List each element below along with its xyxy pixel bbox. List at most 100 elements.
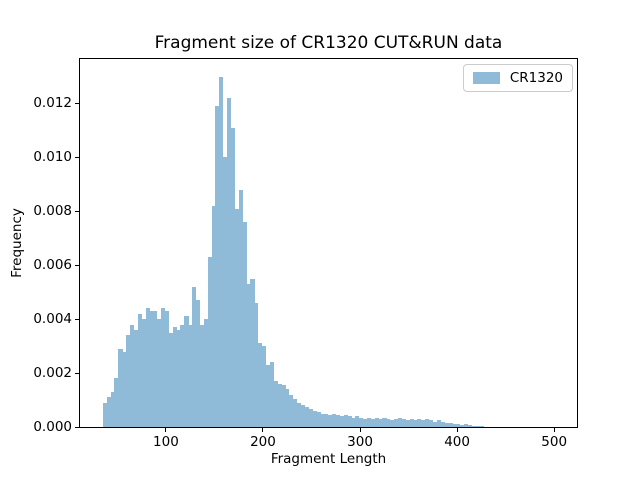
y-tick-label: 0.008 [33,203,72,220]
histogram-bar [413,420,418,427]
x-tick-label: 100 [153,434,179,450]
histogram-bar [172,327,177,427]
histogram-bar [432,421,438,427]
legend-label: CR1320 [509,70,563,86]
histogram-bar [110,391,115,427]
histogram-bar [471,425,476,427]
x-tick-mark [553,428,555,432]
histogram-bar [157,319,162,427]
histogram-bar [331,413,337,427]
plot-area: 100 200 300 400 500 0.000 0.002 0.004 0.006 0.00… [33,58,578,450]
y-tick-label: 0.002 [33,365,72,382]
x-tick-label: 300 [347,434,373,450]
histogram-bar [254,303,259,427]
histogram-bar [106,397,111,427]
histogram-bar [265,365,271,427]
y-axis-label: Frequency [9,208,25,278]
histogram-bar [141,319,146,427]
histogram-bar [199,324,205,427]
y-tick-mark [75,156,79,158]
histogram-bar [347,416,352,427]
histogram-bar [378,418,383,427]
histogram-bar [355,416,360,427]
histogram-bar [184,316,189,427]
histogram-bar [145,308,150,427]
histogram-bar [277,383,282,427]
histogram-bar [397,417,403,427]
histogram-bar [475,425,480,427]
x-axis-label: Fragment Length [270,451,387,467]
histogram-bar [215,106,220,427]
histogram-bar [304,406,309,427]
histogram-bar [262,346,267,427]
histogram-bar [300,405,305,427]
histogram-bar [122,351,127,427]
histogram-bar [440,421,445,427]
histogram-bar [463,424,469,427]
histogram-bar [126,335,131,427]
histogram-bar [180,324,185,427]
histogram-bar [188,324,193,427]
histogram-bar [448,422,453,427]
histogram-bar [118,348,123,427]
histogram-bar [227,98,232,427]
histogram-bar [137,313,142,427]
histogram-bar [320,413,325,427]
histogram-bar [102,402,107,427]
histogram-bar [386,418,391,427]
histogram-bar [133,329,139,427]
histogram-bar [258,343,263,427]
x-tick-mark [262,428,264,432]
histogram-bar [168,332,173,427]
histogram-bar [405,420,410,427]
histogram-bar [149,311,154,427]
histogram-bar [456,424,461,427]
histogram-bar [161,308,166,427]
histogram-bar [428,420,434,427]
histogram-bar [273,381,278,427]
histogram-bar [324,413,329,427]
y-tick-mark [75,102,79,104]
chart-title: Fragment size of CR1320 CUT&RUN data [154,33,503,53]
x-tick-label: 200 [250,434,276,450]
histogram-bar [289,394,294,427]
histogram-bar [460,424,465,427]
histogram-bar [359,417,364,427]
histogram-bar [296,402,302,427]
histogram-bar [467,425,472,427]
histogram-bar [153,311,158,427]
histogram-bar [281,385,286,427]
histogram-bar [362,418,368,427]
histogram-bar [417,418,422,427]
histogram-bar [370,418,375,427]
histogram-bar [129,324,135,427]
x-tick-mark [456,428,458,432]
y-tick-label: 0.000 [33,419,72,435]
histogram-bar [195,300,201,427]
histogram-bar [335,414,340,427]
histogram-bar [351,417,356,427]
histogram-bar [203,319,208,427]
histogram-bar [192,286,197,427]
y-tick-mark [75,318,79,320]
histogram-bar [366,417,371,427]
histogram-bar [285,389,290,427]
histogram-bar [211,205,216,427]
histogram-bar [374,417,379,427]
histogram-bar [436,420,441,427]
legend-swatch-icon [472,72,500,84]
histogram-bar [316,412,321,427]
histogram-bar [207,257,212,427]
histogram-bar [444,422,449,427]
y-tick-mark [75,210,79,212]
histogram-bar [234,208,239,427]
y-tick-mark [75,264,79,266]
histogram-bar [269,362,274,427]
histogram-bar [242,222,247,427]
histogram-bar [238,189,243,427]
y-tick-label: 0.012 [33,95,72,112]
legend: CR1320 [462,64,573,92]
y-tick-label: 0.006 [33,257,72,274]
x-tick-label: 500 [541,434,568,450]
